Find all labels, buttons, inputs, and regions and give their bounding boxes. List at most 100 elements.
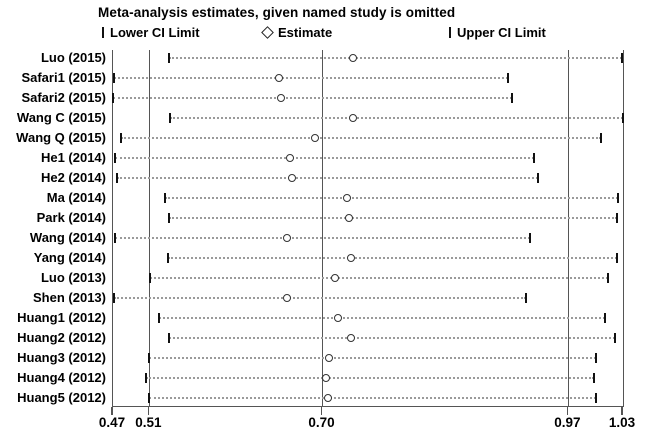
ci-line (167, 257, 617, 259)
x-tick (111, 407, 113, 415)
legend-item-lower-ci: Lower CI Limit (102, 24, 200, 40)
lower-ci-tick (115, 173, 118, 183)
study-label: He2 (2014) (40, 170, 106, 185)
study-label: Huang3 (2012) (17, 350, 106, 365)
study-label: Huang4 (2012) (17, 370, 106, 385)
x-tick-label: 0.70 (308, 415, 335, 430)
estimate-marker (321, 373, 330, 382)
legend-label-upper: Upper CI Limit (457, 24, 546, 40)
lower-ci-tick (112, 293, 115, 303)
upper-ci-tick (507, 73, 510, 83)
upper-ci-tick (613, 333, 616, 343)
study-label: Ma (2014) (46, 190, 106, 205)
upper-ci-tick (529, 233, 532, 243)
x-axis: 0.47 0.51 0.70 0.97 1.03 (99, 406, 635, 441)
upper-ci-tick (594, 393, 597, 403)
legend-item-upper-ci: Upper CI Limit (449, 24, 546, 40)
lower-ci-tick (168, 333, 171, 343)
lower-ci-tick (112, 93, 114, 103)
study-label: Luo (2013) (40, 270, 106, 285)
x-tick (566, 407, 569, 415)
lower-ci-tick (120, 133, 123, 143)
estimate-marker (283, 233, 292, 242)
ci-line (121, 137, 602, 139)
ci-line (145, 377, 594, 379)
estimate-marker (349, 53, 358, 62)
ci-line (148, 397, 596, 399)
study-label: He1 (2014) (40, 150, 106, 165)
estimate-marker (288, 173, 296, 182)
ci-line (114, 237, 531, 239)
upper-ci-tick (594, 353, 597, 363)
ci-line (159, 317, 605, 319)
upper-ci-tick (510, 93, 513, 103)
upper-ci-tick (615, 213, 618, 223)
lower-ci-tick (168, 213, 171, 223)
lower-ci-tick (166, 253, 169, 263)
estimate-marker (275, 73, 284, 82)
upper-ci-tick (622, 113, 624, 123)
ci-line (116, 177, 539, 179)
upper-ci-tick (603, 313, 606, 323)
legend-item-estimate: Estimate (261, 24, 333, 40)
lower-ci-tick (147, 393, 150, 403)
lower-ci-tick (113, 233, 116, 243)
lower-ci-tick (113, 153, 116, 163)
ci-line (169, 57, 623, 59)
estimate-marker (324, 393, 333, 402)
study-label: Huang2 (2012) (17, 330, 106, 345)
legend: Lower CI Limit Estimate Upper CI Limit (0, 24, 650, 40)
ci-line (114, 157, 534, 159)
legend-label-lower: Lower CI Limit (110, 24, 200, 40)
study-label: Safari2 (2015) (21, 90, 106, 105)
lower-ci-tick (148, 353, 151, 363)
upper-ci-tick (615, 253, 618, 263)
ci-line (150, 277, 609, 279)
upper-ci-tick (607, 273, 610, 283)
study-label: Yang (2014) (33, 250, 106, 265)
estimate-marker (310, 133, 319, 142)
lower-ci-tick (144, 373, 147, 383)
study-label: Huang1 (2012) (17, 310, 106, 325)
ref-line-0.70 (321, 50, 324, 406)
upper-ci-tick (537, 173, 540, 183)
upper-ci-tick (621, 53, 624, 63)
study-label: Wang Q (2015) (16, 130, 106, 145)
estimate-marker (330, 273, 339, 282)
x-tick (621, 407, 623, 415)
study-label: Safari1 (2015) (21, 70, 106, 85)
x-tick (320, 407, 323, 415)
ci-line (149, 357, 596, 359)
study-label: Luo (2015) (40, 50, 106, 65)
upper-ci-tick (532, 153, 535, 163)
ci-tick-icon (102, 26, 104, 38)
x-tick-label: 1.03 (608, 415, 636, 430)
estimate-marker (325, 353, 334, 362)
estimate-marker (347, 333, 356, 342)
study-label: Park (2014) (36, 210, 106, 225)
x-tick-label: 0.51 (135, 415, 162, 430)
x-tick-label: 0.47 (98, 415, 126, 430)
upper-ci-tick (617, 193, 620, 203)
ref-line-0.97 (567, 50, 570, 406)
ci-line (113, 297, 526, 299)
lower-ci-tick (168, 53, 171, 63)
page-title: Meta-analysis estimates, given named stu… (98, 5, 456, 20)
ci-tick-icon (449, 26, 451, 38)
ci-line (164, 197, 619, 199)
lower-ci-tick (169, 113, 172, 123)
ci-line (113, 77, 509, 79)
estimate-marker (345, 213, 354, 222)
x-tick-label: 0.97 (554, 415, 581, 430)
study-labels: Luo (2015) Safari1 (2015) Safari2 (2015) Wa… (0, 0, 106, 441)
study-label: Shen (2013) (33, 290, 106, 305)
lower-ci-tick (149, 273, 152, 283)
estimate-marker (277, 93, 286, 102)
lower-ci-tick (158, 313, 161, 323)
ci-line (169, 217, 617, 219)
estimate-marker (286, 153, 295, 162)
lower-ci-tick (163, 193, 166, 203)
ci-line (170, 117, 623, 119)
legend-label-estimate: Estimate (278, 24, 333, 40)
lower-ci-tick (112, 73, 115, 83)
